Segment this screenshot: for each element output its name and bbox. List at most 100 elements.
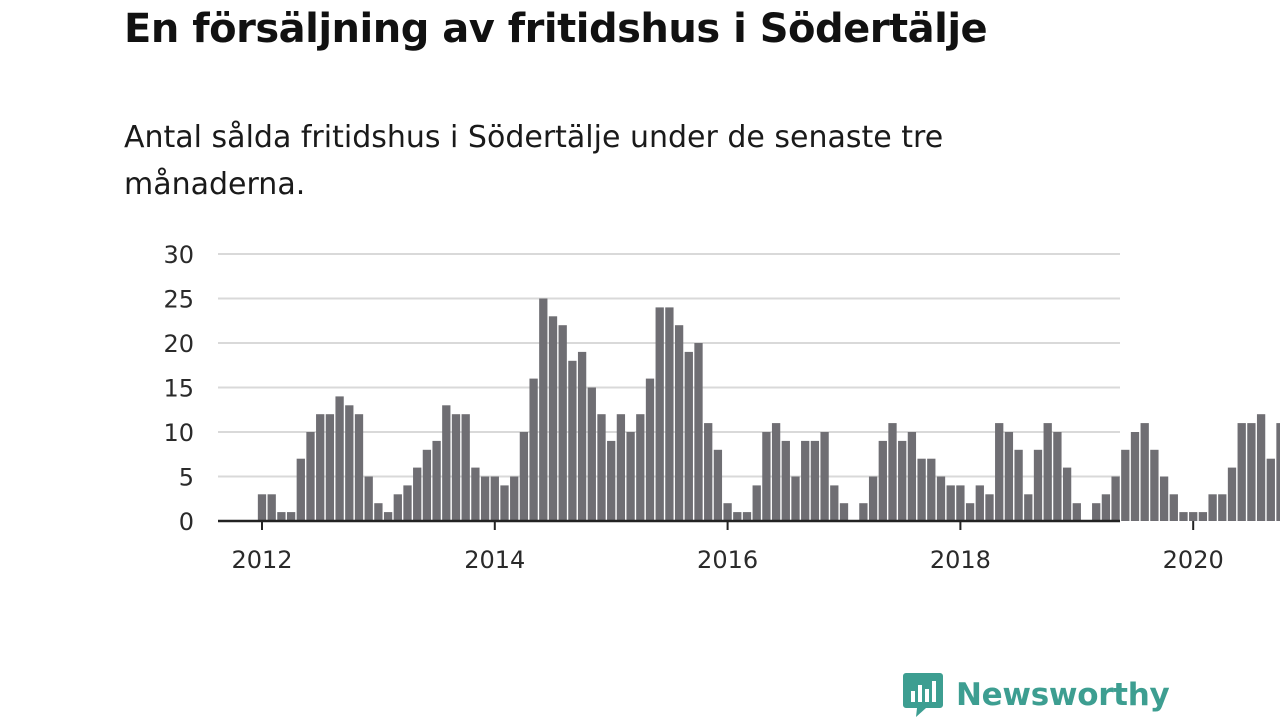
bar xyxy=(1111,476,1120,521)
bar xyxy=(985,494,994,521)
bar xyxy=(597,414,606,521)
bar xyxy=(655,307,664,521)
bar xyxy=(771,423,781,521)
bar xyxy=(791,476,800,521)
x-tick-label: 2020 xyxy=(1163,546,1224,574)
bar xyxy=(510,476,519,521)
bar xyxy=(413,467,422,521)
x-tick-label: 2014 xyxy=(464,546,525,574)
bar xyxy=(335,396,344,521)
bar xyxy=(1092,503,1101,521)
bar xyxy=(296,458,305,521)
bar xyxy=(742,512,752,521)
bar xyxy=(1101,494,1111,521)
bar xyxy=(1198,512,1208,521)
bar xyxy=(393,494,402,521)
y-tick-label: 5 xyxy=(179,464,194,492)
chart-subtitle: Antal sålda fritidshus i Södertälje unde… xyxy=(124,120,944,202)
bar xyxy=(636,414,645,521)
bar xyxy=(539,298,548,521)
bar xyxy=(752,485,761,521)
y-tick-label: 20 xyxy=(163,330,194,358)
bar xyxy=(820,432,829,521)
bar xyxy=(1169,494,1178,521)
bar xyxy=(898,440,907,521)
bar xyxy=(674,325,684,521)
bar xyxy=(374,503,383,521)
bar xyxy=(1014,449,1023,521)
y-tick-label: 30 xyxy=(163,241,194,269)
bar xyxy=(451,414,461,521)
bar xyxy=(626,432,635,521)
bar xyxy=(1266,458,1275,521)
bar xyxy=(286,512,296,521)
bar xyxy=(830,485,839,521)
bar xyxy=(461,414,470,521)
bar xyxy=(383,512,393,521)
bar xyxy=(1004,432,1014,521)
bar xyxy=(403,485,412,521)
x-tick-label: 2016 xyxy=(697,546,758,574)
bar xyxy=(519,432,529,521)
bar xyxy=(1130,432,1140,521)
bar xyxy=(801,440,810,521)
bar xyxy=(1276,423,1280,521)
bar xyxy=(500,485,509,521)
bar xyxy=(888,423,897,521)
bar xyxy=(936,476,946,521)
bar xyxy=(1024,494,1033,521)
bar xyxy=(723,503,732,521)
bar xyxy=(1159,476,1169,521)
bar xyxy=(471,467,480,521)
bar xyxy=(907,432,917,521)
bar xyxy=(1062,467,1072,521)
bar-chart: 0510152025301201220142016201820202022202… xyxy=(163,241,1280,574)
bar xyxy=(1189,512,1198,521)
chart-title: En försäljning av fritidshus i Södertälj… xyxy=(124,6,988,52)
bar xyxy=(965,503,975,521)
bar xyxy=(946,485,955,521)
bar xyxy=(665,307,674,521)
bar xyxy=(1256,414,1266,521)
bar xyxy=(810,440,820,521)
bar xyxy=(577,351,587,521)
bar xyxy=(1237,423,1246,521)
bar xyxy=(1140,423,1149,521)
bar xyxy=(1208,494,1217,521)
bar xyxy=(975,485,984,521)
bar xyxy=(859,503,868,521)
bar xyxy=(257,494,267,521)
bar xyxy=(868,476,878,521)
bar xyxy=(422,449,432,521)
bar xyxy=(548,316,558,521)
bar xyxy=(364,476,373,521)
bar xyxy=(1072,503,1081,521)
bar xyxy=(558,325,567,521)
bar xyxy=(607,440,616,521)
bar xyxy=(878,440,887,521)
y-tick-label: 0 xyxy=(179,508,194,536)
bar xyxy=(490,476,499,521)
y-tick-label: 10 xyxy=(163,419,194,447)
bar xyxy=(1121,449,1130,521)
bar xyxy=(267,494,276,521)
bar xyxy=(1150,449,1159,521)
bar xyxy=(616,414,626,521)
bar xyxy=(762,432,771,521)
x-tick-label: 2012 xyxy=(231,546,292,574)
bar xyxy=(1218,494,1227,521)
bar xyxy=(733,512,742,521)
bar xyxy=(917,458,926,521)
bar xyxy=(306,432,315,521)
bar xyxy=(927,458,936,521)
bar xyxy=(354,414,364,521)
brand-name: Newsworthy xyxy=(956,677,1170,713)
newsworthy-logo[interactable]: Newsworthy xyxy=(902,670,1170,720)
x-tick-label: 2018 xyxy=(930,546,991,574)
bar xyxy=(345,405,354,521)
bar xyxy=(1053,432,1062,521)
bar xyxy=(956,485,965,521)
bar xyxy=(704,423,713,521)
bar xyxy=(839,503,849,521)
bar xyxy=(1043,423,1052,521)
